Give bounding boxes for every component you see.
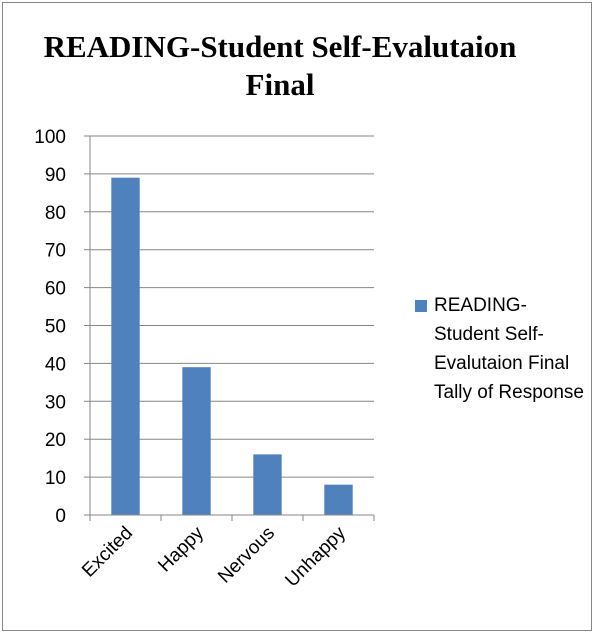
y-tick-label: 30 [45,392,66,413]
y-tick-label: 50 [45,317,66,338]
legend-swatch [415,300,427,312]
axes [89,136,375,521]
x-tick-label-excited: Excited [78,523,137,582]
y-tick-label: 90 [45,165,66,186]
bar-unhappy [324,484,353,515]
y-tick-label: 60 [45,279,66,300]
x-tick-label-happy: Happy [154,522,208,576]
bar-happy [182,367,211,515]
x-axis-tick-labels: Excited Happy Nervous Unhappy [78,522,350,591]
bars [111,177,353,515]
bar-nervous [253,454,282,515]
chart-title: READING-Student Self-Evalutaion Final [43,29,517,102]
y-tick-label: 20 [45,430,66,451]
x-tick-label-nervous: Nervous [214,523,279,588]
y-axis-tick-labels: 0 10 20 30 40 50 60 70 80 90 100 [34,127,66,527]
bar-excited [111,177,140,515]
y-tick-label: 80 [45,203,66,224]
y-tick-label: 100 [34,127,66,148]
x-tick-label-unhappy: Unhappy [281,522,350,591]
y-tick-label: 10 [45,468,66,489]
y-tick-label: 0 [55,506,66,527]
legend-label: READING-Student Self-Evalutaion Final Ta… [434,295,584,403]
y-tick-label: 40 [45,354,66,375]
y-tick-label: 70 [45,241,66,262]
